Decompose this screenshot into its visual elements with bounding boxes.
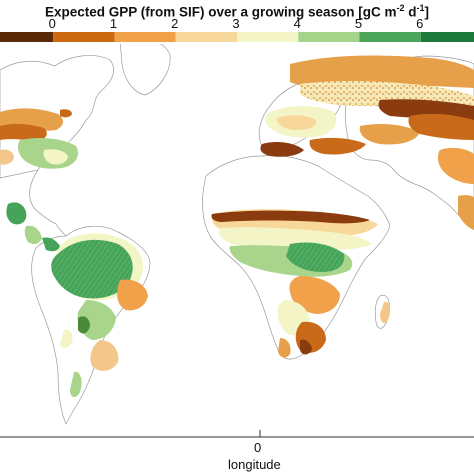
colorbar-class-0-1 [0, 32, 54, 42]
title-end: ] [424, 4, 430, 20]
title-exponent-1: -2 [396, 3, 405, 13]
world-map [0, 44, 474, 438]
colorbar-tick-label: 1 [110, 16, 117, 31]
colorbar-classes [0, 32, 474, 42]
north-america-gpp [0, 108, 79, 169]
title-main: Expected GPP (from SIF) over a growing s… [44, 4, 397, 20]
x-axis-label: longitude [228, 457, 281, 472]
colorbar-tick-label: 0 [49, 16, 56, 31]
central-america-gpp [6, 202, 60, 252]
europe-asia-gpp [260, 55, 474, 230]
title-exponent-2: -1 [416, 3, 425, 13]
colorbar-class-3-4 [175, 32, 237, 42]
colorbar-class-1-2 [53, 32, 115, 42]
colorbar-tick-label: 4 [294, 16, 301, 31]
colorbar-class-7+ [420, 32, 474, 42]
colorbar-tick-label: 5 [355, 16, 362, 31]
map-title: Expected GPP (from SIF) over a growing s… [0, 0, 474, 20]
title-mid: d [404, 4, 417, 20]
africa-gpp [211, 209, 391, 358]
x-axis-tick-label: 0 [254, 440, 262, 455]
colorbar-tick-label: 3 [232, 16, 239, 31]
colorbar-ticks: 01234567 [49, 16, 424, 31]
colorbar-class-6-7 [359, 32, 421, 42]
south-america-gpp [51, 233, 148, 398]
colorbar-class-4-5 [237, 32, 299, 42]
colorbar: 01234567 [0, 16, 474, 42]
coastlines [0, 44, 474, 425]
colorbar-tick-label: 2 [171, 16, 178, 31]
colorbar-class-5-6 [298, 32, 360, 42]
colorbar-tick-label: 6 [416, 16, 423, 31]
colorbar-class-2-3 [114, 32, 176, 42]
